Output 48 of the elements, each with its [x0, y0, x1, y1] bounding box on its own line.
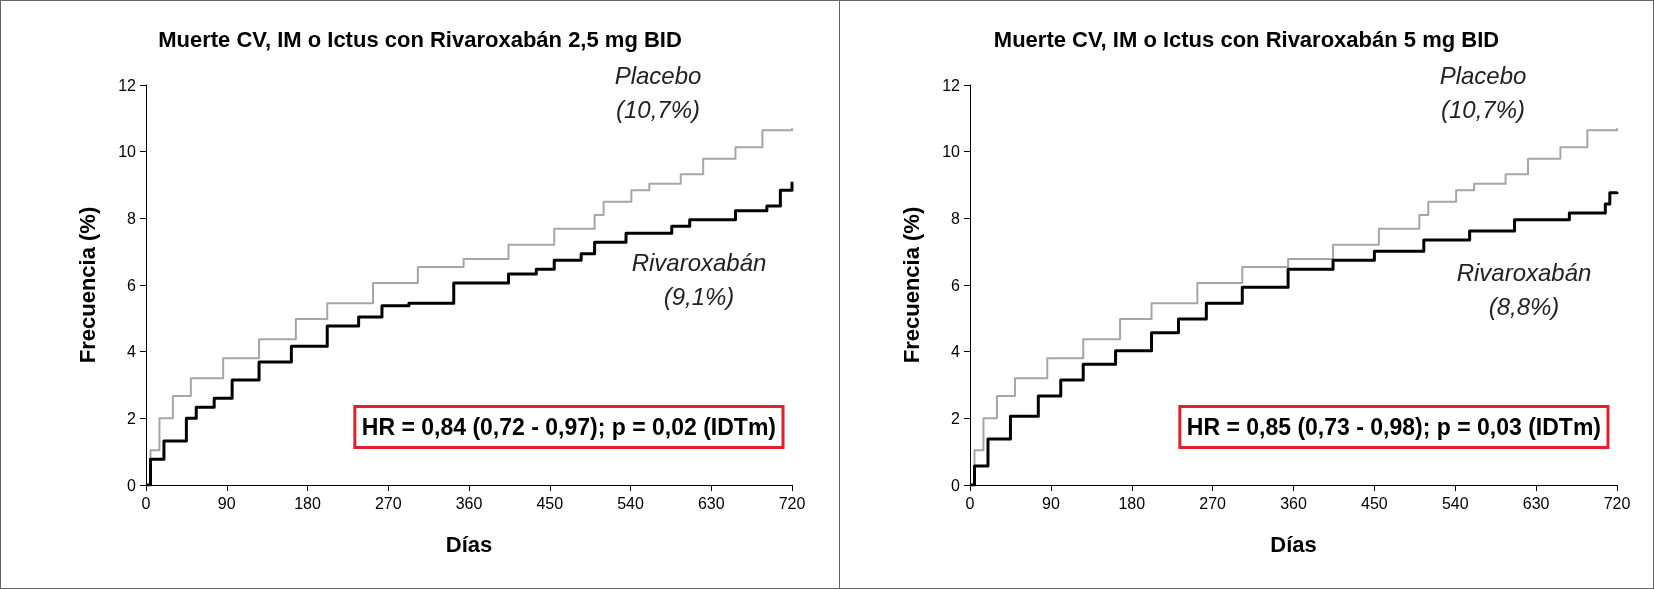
series-label: Rivaroxabán: [631, 249, 767, 277]
y-tick-label: 10: [942, 143, 961, 161]
x-tick-label: 360: [1280, 494, 1307, 512]
x-axis-title: Días: [1270, 531, 1317, 557]
x-tick-label: 450: [536, 494, 564, 512]
annotation: (9,1%): [663, 283, 735, 311]
x-tick-label: 270: [1199, 494, 1227, 512]
y-tick-label: 12: [942, 76, 961, 94]
annotation: (10,7%): [615, 95, 701, 123]
x-tick-label: 540: [1441, 494, 1469, 512]
y-tick-label: 0: [951, 476, 961, 494]
y-tick-label: 10: [118, 143, 137, 161]
y-axis-title: Frecuencia (%): [74, 206, 100, 364]
y-axis-title: Frecuencia (%): [898, 206, 924, 364]
x-tick-label: 450: [1361, 494, 1388, 512]
annotation: HR = 0,84 (0,72 - 0,97); p = 0,02 (IDTm): [361, 414, 776, 440]
x-tick-label: 180: [1118, 494, 1146, 512]
chart-title: Muerte CV, IM o Ictus con Rivaroxabán 5 mg BID: [993, 26, 1500, 52]
y-tick-label: 2: [951, 409, 961, 427]
x-tick-label: 0: [141, 494, 151, 512]
y-tick-label: 2: [127, 409, 137, 427]
y-tick-label: 8: [951, 209, 961, 227]
x-tick-label: 540: [617, 494, 644, 512]
x-tick-label: 90: [217, 494, 236, 512]
text: Placebo: [614, 61, 702, 89]
x-tick-label: 90: [1041, 494, 1060, 512]
annotation: HR = 0,85 (0,73 - 0,98); p = 0,03 (IDTm): [1186, 414, 1601, 440]
x-axis-title: Días: [445, 531, 493, 557]
chart-title: Muerte CV, IM o Ictus con Rivaroxabán 2,5 mg BID: [158, 26, 682, 52]
x-tick-label: 630: [1522, 494, 1550, 512]
text: Placebo: [1439, 61, 1527, 89]
y-tick-label: 8: [127, 209, 137, 227]
series-label: Rivaroxabán: [1456, 259, 1592, 287]
annotation: (10,7%): [1440, 95, 1526, 123]
y-tick-label: 12: [118, 76, 137, 94]
x-tick-label: 180: [294, 494, 321, 512]
y-tick-label: 0: [127, 476, 137, 494]
x-tick-label: 720: [778, 494, 806, 512]
x-tick-label: 720: [1603, 494, 1631, 512]
annotation: (8,8%): [1488, 293, 1560, 321]
y-tick-label: 6: [951, 276, 961, 294]
x-tick-label: 0: [965, 494, 975, 512]
y-tick-label: 4: [951, 343, 961, 361]
x-tick-label: 360: [455, 494, 483, 512]
x-tick-label: 630: [697, 494, 725, 512]
y-tick-label: 6: [127, 276, 137, 294]
y-tick-label: 4: [127, 343, 137, 361]
x-tick-label: 270: [374, 494, 402, 512]
